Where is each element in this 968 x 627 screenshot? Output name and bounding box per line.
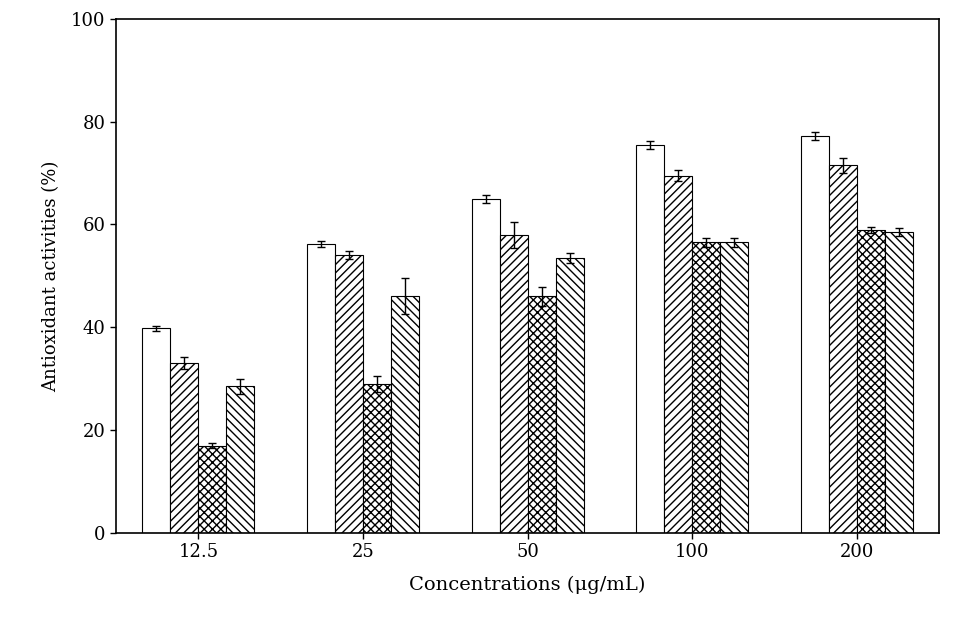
Bar xyxy=(335,255,363,533)
Bar xyxy=(664,176,692,533)
Bar xyxy=(692,243,720,533)
Bar xyxy=(499,234,528,533)
Bar xyxy=(363,384,391,533)
Bar xyxy=(170,363,198,533)
Bar xyxy=(556,258,584,533)
Bar xyxy=(801,136,829,533)
Bar xyxy=(720,243,748,533)
Bar xyxy=(829,166,857,533)
X-axis label: Concentrations (μg/mL): Concentrations (μg/mL) xyxy=(409,575,646,594)
Bar xyxy=(227,386,255,533)
Bar xyxy=(528,297,556,533)
Bar xyxy=(636,145,664,533)
Y-axis label: Antioxidant activities (%): Antioxidant activities (%) xyxy=(43,160,60,392)
Bar xyxy=(391,297,419,533)
Bar xyxy=(857,229,885,533)
Bar xyxy=(142,329,170,533)
Bar xyxy=(471,199,499,533)
Bar xyxy=(885,232,913,533)
Bar xyxy=(198,446,227,533)
Bar xyxy=(307,244,335,533)
